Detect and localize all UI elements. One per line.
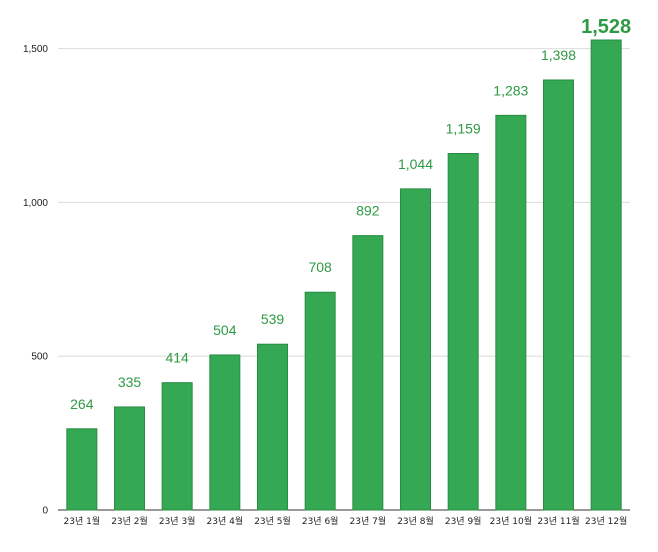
bars [66,39,622,511]
data-label: 892 [356,203,380,219]
gridlines [58,48,630,511]
y-tick-label: 500 [31,352,48,363]
bar [161,382,193,511]
data-labels: 264 335 414 504 539 708 892 1,044 1,159 1,283 1,39… [70,16,631,412]
bar [114,406,145,511]
data-label: 264 [70,396,94,412]
x-tick-label: 23년 9월 [445,515,482,527]
x-tick-label: 23년 6월 [302,515,339,527]
data-label: 414 [165,350,189,366]
x-tick-label: 23년 8월 [397,515,434,527]
bar [495,114,527,511]
y-tick-label: 1,500 [23,44,48,55]
x-tick-label: 23년 10월 [490,515,532,527]
data-label: 1,159 [446,121,481,137]
x-tick-label: 23년 11월 [537,515,579,527]
data-label: 1,528 [581,16,631,38]
bar [400,188,431,511]
x-tick-label: 23년 5월 [254,515,291,527]
bar [66,428,98,511]
data-label: 539 [261,311,285,327]
data-label: 335 [118,374,142,390]
x-tick-label: 23년 1월 [64,515,101,527]
data-label: 1,283 [493,82,528,98]
x-tick-label: 23년 4월 [207,515,244,527]
data-label: 1,398 [541,47,576,63]
x-tick-label: 23년 2월 [111,515,148,527]
bar [304,291,336,511]
y-tick-label: 0 [42,506,48,517]
data-label: 708 [308,259,332,275]
bar [543,79,574,511]
bar [209,354,241,511]
x-tick-label: 23년 12월 [585,515,627,527]
bar [590,39,622,511]
x-axis-ticks: 23년 1월 23년 2월 23년 3월 23년 4월 23년 5월 23년 6월 23년 … [64,515,628,527]
data-label: 1,044 [398,156,433,172]
y-tick-label: 1,000 [23,198,48,209]
x-tick-label: 23년 7월 [350,515,387,527]
y-axis-ticks: 0 500 1,000 1,500 [23,44,48,516]
bar [447,153,479,511]
data-label: 504 [213,322,237,338]
bar [257,343,288,511]
x-tick-label: 23년 3월 [159,515,196,527]
bar [352,235,384,511]
